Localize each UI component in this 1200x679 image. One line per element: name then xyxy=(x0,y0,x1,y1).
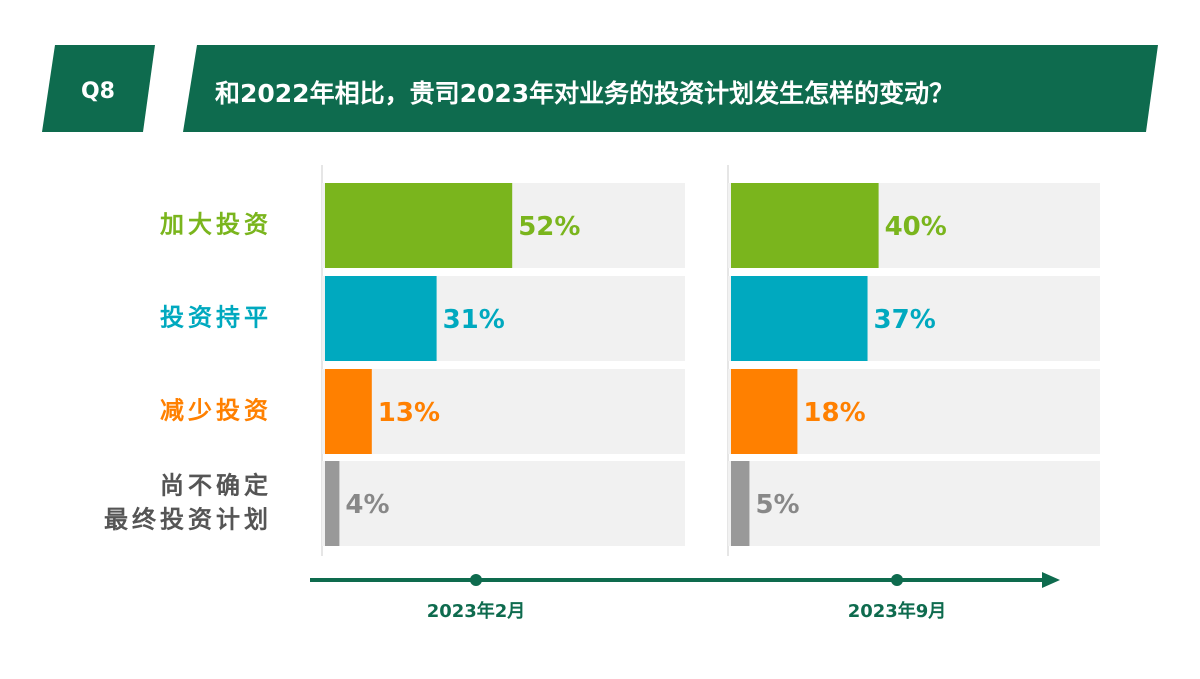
category-label: 投资持平 xyxy=(160,304,272,332)
value-label: 5% xyxy=(755,490,799,520)
category-label: 尚不确定最终投资计划 xyxy=(104,472,272,534)
bar xyxy=(325,369,372,454)
value-label: 13% xyxy=(378,398,440,428)
value-label: 52% xyxy=(518,212,580,242)
value-label: 37% xyxy=(874,305,936,335)
header-band xyxy=(42,45,1158,132)
timeline-dot xyxy=(891,574,903,586)
bar xyxy=(731,369,798,454)
timeline-dot xyxy=(470,574,482,586)
bar xyxy=(731,183,879,268)
header-title: 和2022年相比，贵司2023年对业务的投资计划发生怎样的变动？ xyxy=(215,79,954,108)
series-label: 2023年9月 xyxy=(848,600,947,622)
category-label: 减少投资 xyxy=(160,397,272,425)
value-label: 40% xyxy=(885,212,947,242)
bar xyxy=(731,461,750,546)
series-label: 2023年2月 xyxy=(427,600,526,622)
header-badge: Q8 xyxy=(81,79,115,104)
bar-background xyxy=(322,369,685,454)
header-divider xyxy=(143,45,197,132)
value-label: 18% xyxy=(803,398,865,428)
bar-background xyxy=(322,461,685,546)
bar xyxy=(325,276,437,361)
bar xyxy=(325,461,340,546)
bar-background xyxy=(728,461,1100,546)
bar xyxy=(731,276,868,361)
category-label: 加大投资 xyxy=(160,211,272,239)
value-label: 31% xyxy=(443,305,505,335)
timeline-arrow xyxy=(1042,572,1060,588)
value-label: 4% xyxy=(345,490,389,520)
bar xyxy=(325,183,513,268)
